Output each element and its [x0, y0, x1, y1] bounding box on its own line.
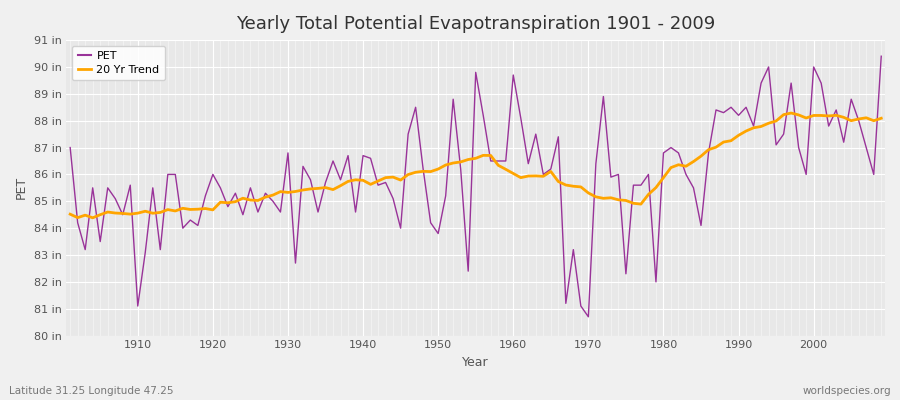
PET: [335, 177, 346, 182]
20 Yr Trend: [87, 216, 98, 220]
Y-axis label: PET: PET: [15, 176, 28, 200]
PET: [876, 54, 886, 59]
PET: [65, 145, 76, 150]
Line: 20 Yr Trend: 20 Yr Trend: [70, 113, 881, 218]
Text: worldspecies.org: worldspecies.org: [803, 386, 891, 396]
20 Yr Trend: [606, 195, 616, 200]
20 Yr Trend: [343, 179, 354, 184]
PET: [606, 175, 616, 180]
PET: [583, 314, 594, 319]
20 Yr Trend: [508, 171, 518, 176]
Text: Latitude 31.25 Longitude 47.25: Latitude 31.25 Longitude 47.25: [9, 386, 174, 396]
X-axis label: Year: Year: [463, 356, 489, 369]
PET: [500, 158, 511, 163]
20 Yr Trend: [876, 116, 886, 121]
PET: [290, 261, 301, 266]
20 Yr Trend: [132, 211, 143, 216]
PET: [125, 183, 136, 188]
Legend: PET, 20 Yr Trend: PET, 20 Yr Trend: [72, 46, 165, 80]
20 Yr Trend: [65, 212, 76, 216]
20 Yr Trend: [786, 111, 796, 116]
PET: [508, 73, 518, 78]
Line: PET: PET: [70, 56, 881, 317]
20 Yr Trend: [516, 175, 526, 180]
20 Yr Trend: [298, 188, 309, 192]
Title: Yearly Total Potential Evapotranspiration 1901 - 2009: Yearly Total Potential Evapotranspiratio…: [236, 15, 716, 33]
